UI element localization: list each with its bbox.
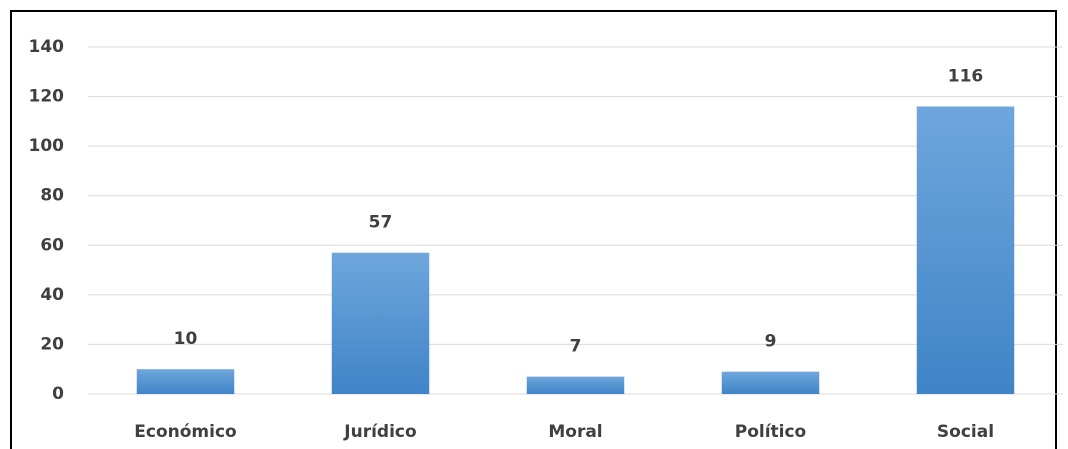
x-tick-label: Político — [735, 422, 807, 442]
data-label: 57 — [369, 213, 393, 233]
bar — [526, 376, 625, 394]
y-tick-label: 0 — [52, 384, 64, 404]
bar — [331, 252, 430, 394]
y-tick-label: 60 — [40, 235, 64, 255]
data-label: 116 — [948, 66, 984, 86]
data-label: 7 — [570, 337, 582, 357]
x-tick-label: Moral — [548, 422, 602, 442]
data-label: 9 — [765, 332, 777, 352]
chart-border — [10, 10, 1057, 449]
y-tick-label: 40 — [40, 285, 64, 305]
y-tick-label: 100 — [29, 136, 65, 156]
x-tick-label: Económico — [134, 422, 236, 442]
y-tick-label: 140 — [29, 37, 65, 57]
bar — [721, 371, 820, 394]
y-tick-label: 20 — [40, 334, 64, 354]
x-tick-label: Social — [937, 422, 994, 442]
bar — [136, 369, 235, 394]
y-tick-label: 120 — [29, 87, 65, 107]
x-tick-label: Jurídico — [343, 422, 416, 442]
bar — [916, 106, 1015, 394]
data-label: 10 — [174, 329, 198, 349]
y-tick-label: 80 — [40, 186, 64, 206]
